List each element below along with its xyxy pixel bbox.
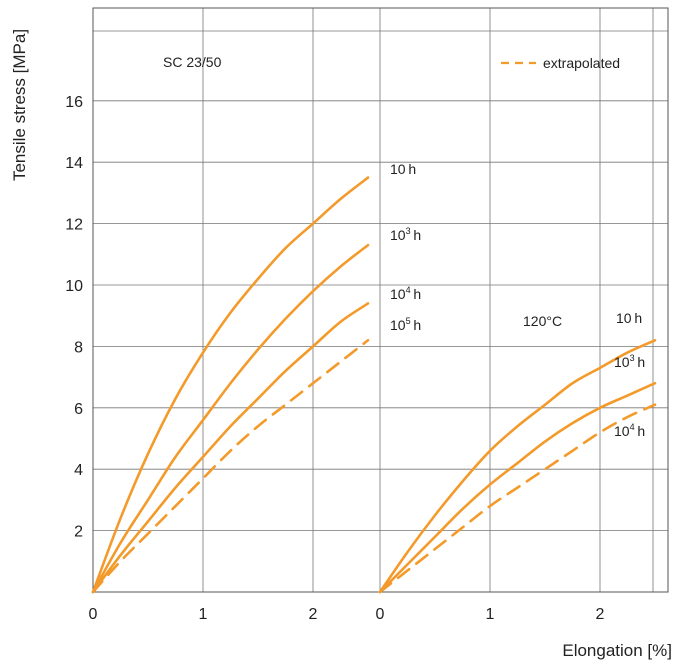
series-line [378, 381, 657, 594]
y-tick-label: 8 [74, 339, 83, 356]
series-label: 104 h [390, 285, 421, 302]
y-tick-label: 12 [65, 217, 83, 234]
x-tick-label: 2 [309, 606, 318, 623]
series-label: 10 h [390, 161, 416, 177]
series-line [91, 338, 370, 594]
y-tick-label: 14 [65, 155, 83, 172]
x-tick-label: 0 [376, 606, 385, 623]
x-tick-label: 2 [596, 606, 605, 623]
y-tick-label: 10 [65, 278, 83, 295]
x-tick-label: 1 [486, 606, 495, 623]
series-line [91, 243, 370, 594]
series-label: 104 h [614, 422, 645, 439]
legend-label: extrapolated [543, 55, 620, 71]
y-tick-label: 4 [74, 462, 83, 479]
y-tick-label: 6 [74, 401, 83, 418]
series-line [378, 403, 657, 594]
grid [93, 8, 668, 592]
plot-frame [92, 7, 669, 593]
panel-label-sc: SC 23/50 [163, 54, 222, 70]
x-tick-label: 0 [89, 606, 98, 623]
labels-layer: 10 h 103 h 104 h 105 h 10 h 103 h 104 h [390, 161, 645, 439]
series-line [378, 338, 657, 594]
frame-rect [92, 7, 669, 593]
panel-label-120c: 120°C [523, 313, 562, 329]
y-tick-label: 2 [74, 524, 83, 541]
y-tick-label: 16 [65, 94, 83, 111]
x-tick-label: 1 [199, 606, 208, 623]
series-label: 103 h [614, 353, 645, 370]
x-axis-title: Elongation [%] [562, 641, 672, 660]
series-layer [91, 176, 657, 594]
series-line [91, 302, 370, 594]
series-label: 105 h [390, 316, 421, 333]
series-label: 103 h [390, 226, 421, 243]
series-line [91, 176, 370, 594]
y-axis-title: Tensile stress [MPa] [10, 29, 29, 181]
series-label: 10 h [616, 310, 642, 326]
